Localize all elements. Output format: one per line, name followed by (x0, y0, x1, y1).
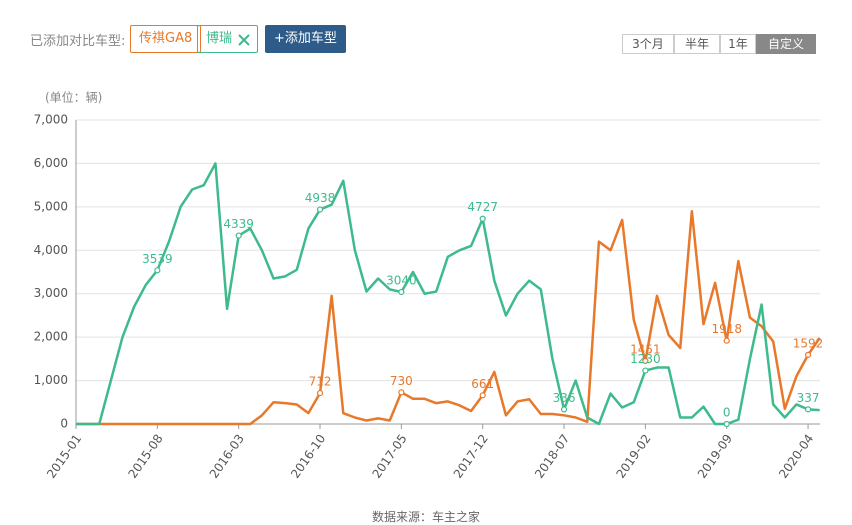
data-label: 4727 (467, 200, 498, 214)
range-tab[interactable]: 半年 (674, 34, 720, 54)
data-label: 3539 (142, 252, 173, 266)
point-marker (560, 406, 568, 413)
data-label: 1592 (793, 336, 824, 350)
y-tick-label: 5,000 (34, 199, 68, 213)
point-marker (642, 367, 649, 374)
series-line (76, 162, 820, 426)
x-tick-label: 2015-01 (44, 432, 84, 481)
range-tab[interactable]: 3个月 (622, 34, 674, 54)
point-marker (398, 389, 405, 396)
point-marker (154, 267, 161, 274)
range-tab[interactable]: 自定义 (756, 34, 816, 54)
data-label: 661 (471, 377, 494, 391)
model-tag[interactable]: 传祺GA8 (130, 25, 202, 53)
data-label: 1230 (630, 352, 661, 366)
y-tick-label: 0 (60, 417, 68, 431)
x-tick-label: 2020-04 (776, 432, 816, 481)
y-tick-label: 2,000 (34, 330, 68, 344)
data-label: 1451 (630, 342, 661, 356)
data-label: 4339 (223, 217, 254, 231)
x-tick-label: 2019-02 (613, 432, 653, 481)
x-tick-label: 2016-10 (288, 432, 328, 481)
range-tab[interactable]: 1年 (720, 34, 756, 54)
point-marker (235, 232, 242, 239)
series-line (76, 209, 821, 426)
y-tick-label: 1,000 (34, 373, 68, 387)
data-label: 336 (553, 391, 576, 405)
data-label: 337 (797, 391, 820, 405)
data-label: 4938 (305, 191, 336, 205)
x-tick-label: 2019-09 (695, 432, 735, 481)
source: 数据来源：车主之家 (371, 510, 480, 524)
data-label: 0 (723, 406, 731, 420)
model-tag[interactable]: 博瑞 (197, 25, 258, 53)
data-label: 712 (309, 375, 332, 389)
x-tick-label: 2015-08 (125, 432, 165, 481)
x-tick-label: 2017-05 (369, 432, 409, 481)
y-tick-label: 6,000 (34, 156, 68, 170)
chart: (单位：辆) 0 1,000 2,000 3,000 4,000 5,000 6,000 7,… (34, 90, 824, 481)
compare-label: 已添加对比车型: (30, 34, 126, 49)
point-marker (804, 406, 812, 413)
data-label: 1918 (711, 322, 742, 336)
x-tick-label: 2017-12 (451, 432, 491, 481)
point-marker (642, 357, 649, 365)
y-tick-label: 7,000 (34, 113, 68, 127)
point-marker (398, 288, 405, 296)
x-tick-label: 2018-07 (532, 432, 572, 481)
close-icon[interactable] (238, 34, 250, 46)
y-tick-label: 4,000 (34, 243, 68, 257)
x-tick-label: 2016-03 (207, 432, 247, 481)
unit-label: (单位：辆) (45, 90, 102, 105)
point-marker (316, 206, 324, 213)
y-tick-label: 3,000 (34, 286, 68, 300)
point-marker (316, 389, 324, 397)
data-label: 730 (390, 374, 413, 388)
point-marker (479, 215, 486, 222)
data-label: 3040 (386, 273, 417, 287)
point-marker (723, 420, 730, 428)
point-marker (804, 351, 812, 358)
add-button[interactable]: +添加车型 (265, 25, 346, 53)
model-name: 博瑞 (206, 31, 233, 46)
point-marker (479, 392, 486, 399)
point-marker (723, 337, 730, 344)
